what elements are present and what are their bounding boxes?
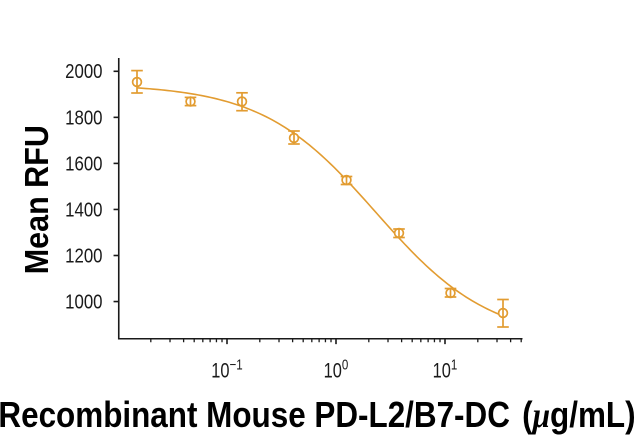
svg-text:Recombinant Mouse PD-L2/B7-DC: Recombinant Mouse PD-L2/B7-DC (μg/mL) — [0, 395, 636, 435]
svg-text:1000: 1000 — [65, 290, 102, 313]
svg-text:10: 10 — [324, 359, 342, 382]
svg-text:0: 0 — [342, 356, 348, 373]
svg-text:1800: 1800 — [65, 106, 102, 129]
svg-text:−1: −1 — [230, 356, 243, 373]
svg-text:1200: 1200 — [65, 244, 102, 267]
svg-text:1: 1 — [451, 356, 457, 373]
svg-text:10: 10 — [433, 359, 451, 382]
svg-text:2000: 2000 — [65, 60, 102, 83]
svg-text:10: 10 — [211, 359, 229, 382]
svg-text:1600: 1600 — [65, 152, 102, 175]
svg-text:1400: 1400 — [65, 198, 102, 221]
svg-text:Mean RFU: Mean RFU — [18, 125, 55, 274]
